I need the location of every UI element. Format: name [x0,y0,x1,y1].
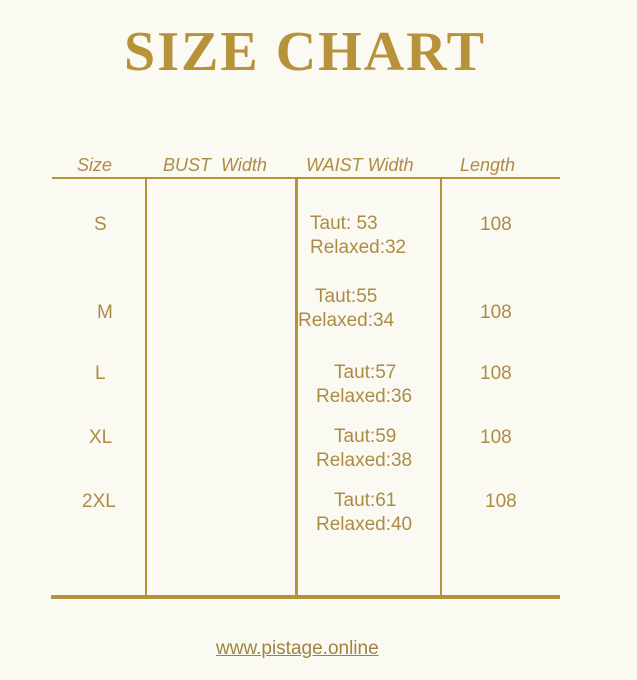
header-length: Length [460,155,516,175]
column-divider [295,178,298,597]
waist-taut: Taut:55 [315,286,378,307]
size-cell: L [95,363,106,384]
waist-relaxed: Relaxed:34 [298,310,395,331]
header-divider [52,177,560,179]
header-bust-width: BUST Width [163,155,267,175]
waist-taut: Taut:61 [334,490,397,511]
column-divider [145,178,147,597]
waist-relaxed: Relaxed:40 [316,514,413,535]
waist-relaxed: Relaxed:36 [316,386,413,407]
header-waist-width: WAIST Width [306,155,414,175]
length-cell: 108 [480,302,512,323]
waist-relaxed: Relaxed:32 [310,237,407,258]
waist-taut: Taut:57 [334,362,397,383]
length-cell: 108 [480,363,512,384]
waist-relaxed: Relaxed:38 [316,450,413,471]
header-size: Size [77,155,113,175]
size-cell: 2XL [82,491,116,512]
size-cell: XL [89,427,113,448]
length-cell: 108 [480,214,512,235]
size-cell: M [97,302,113,323]
table-bottom-border [51,595,560,599]
length-cell: 108 [480,427,512,448]
length-cell: 108 [485,491,517,512]
page-title: SIZE CHART [124,21,486,83]
waist-taut: Taut: 53 [310,213,378,234]
size-cell: S [94,214,107,235]
column-divider [440,178,442,597]
waist-taut: Taut:59 [334,426,397,447]
website-link[interactable]: www.pistage.online [216,638,379,659]
